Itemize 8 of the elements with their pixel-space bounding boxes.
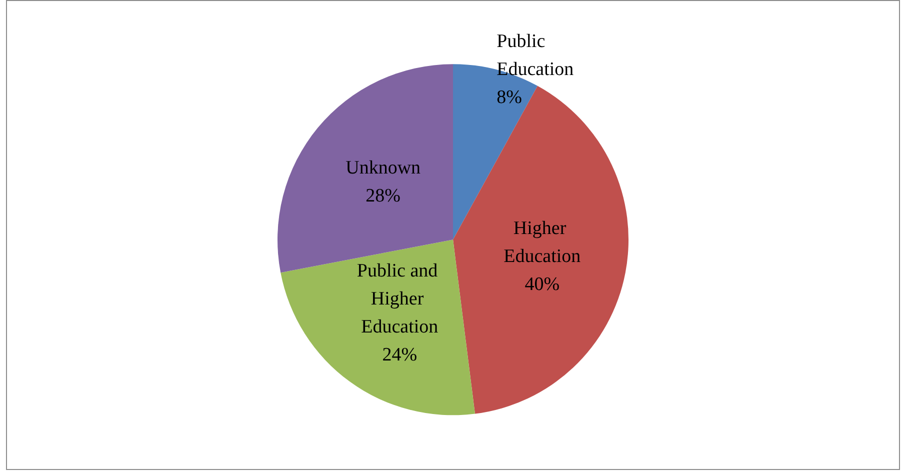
slice-label: Unknown	[346, 157, 422, 178]
slice-label: Public and Higher Education	[356, 260, 442, 338]
data-label: 8%	[496, 87, 522, 108]
data-label: 28%	[366, 185, 401, 206]
data-label: 24%	[382, 344, 418, 366]
slice-label: Higher Education	[504, 218, 582, 268]
data-label: 40%	[524, 274, 560, 296]
slice-label: Public Education	[496, 31, 574, 80]
